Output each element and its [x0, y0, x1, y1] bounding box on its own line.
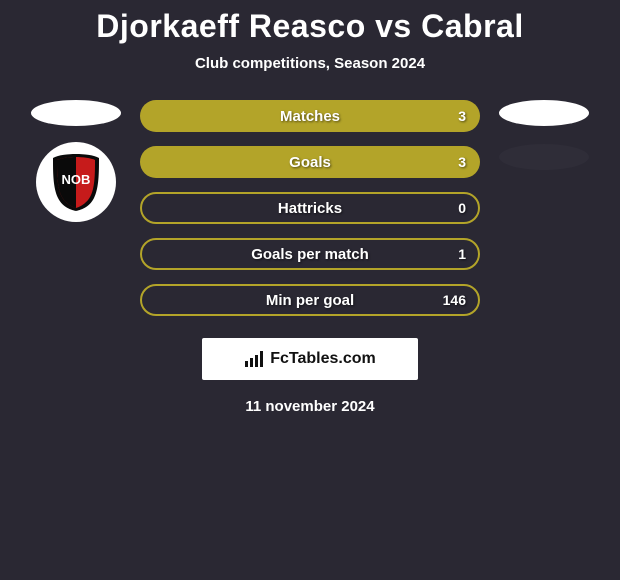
right-shadow-placeholder — [499, 144, 589, 170]
stat-label: Goals per match — [251, 246, 369, 263]
content-row: NOB Matches 3 Goals 3 Hattricks 0 Goals per ma… — [0, 100, 620, 316]
stat-label: Min per goal — [266, 292, 354, 309]
right-player-placeholder — [499, 100, 589, 126]
stat-value: 3 — [458, 154, 466, 170]
left-column: NOB — [28, 100, 124, 222]
subtitle: Club competitions, Season 2024 — [0, 55, 620, 72]
stat-value: 1 — [458, 246, 466, 262]
badge-text: NOB — [62, 172, 91, 187]
stat-bar: Goals 3 — [140, 146, 480, 178]
stat-label: Hattricks — [278, 200, 342, 217]
left-club-badge: NOB — [36, 142, 116, 222]
page-title: Djorkaeff Reasco vs Cabral — [0, 8, 620, 45]
brand-text: FcTables.com — [270, 350, 376, 368]
shield-icon: NOB — [50, 152, 102, 212]
stat-value: 3 — [458, 108, 466, 124]
stat-bar: Matches 3 — [140, 100, 480, 132]
left-player-placeholder — [31, 100, 121, 126]
stat-value: 146 — [443, 292, 466, 308]
stat-bar: Min per goal 146 — [140, 284, 480, 316]
date-text: 11 november 2024 — [0, 398, 620, 415]
right-column — [496, 100, 592, 170]
comparison-card: Djorkaeff Reasco vs Cabral Club competit… — [0, 0, 620, 415]
footer-brand: FcTables.com — [202, 338, 418, 380]
stat-bar: Goals per match 1 — [140, 238, 480, 270]
stat-value: 0 — [458, 200, 466, 216]
stat-label: Goals — [289, 154, 331, 171]
chart-icon — [244, 350, 264, 368]
stat-bar: Hattricks 0 — [140, 192, 480, 224]
stats-bars: Matches 3 Goals 3 Hattricks 0 Goals per match 1… — [140, 100, 480, 316]
stat-label: Matches — [280, 108, 340, 125]
